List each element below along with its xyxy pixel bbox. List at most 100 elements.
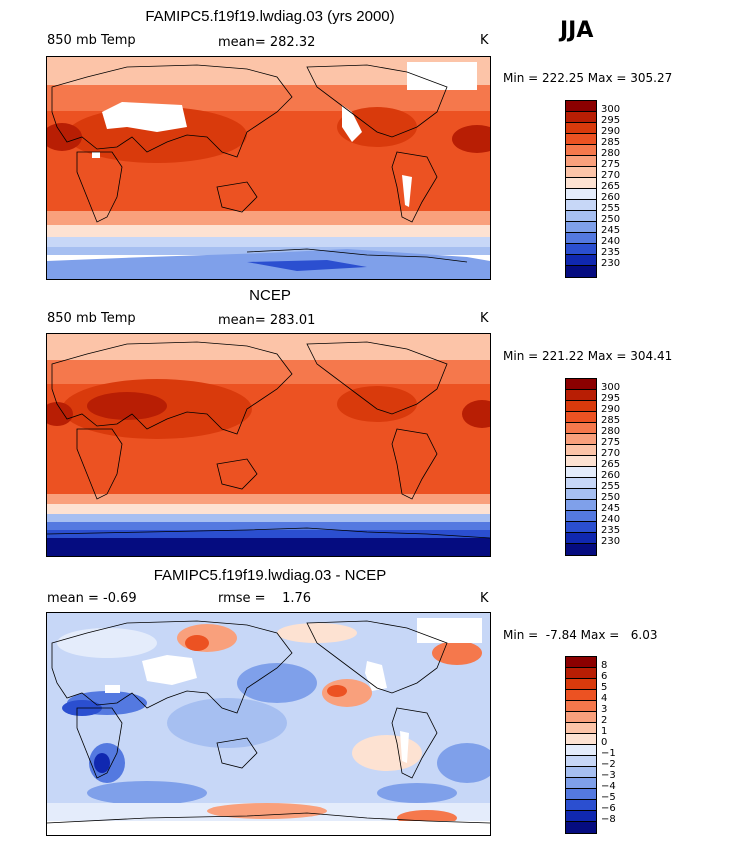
colorbar-label: −8 [601, 814, 616, 825]
colorbar-swatch [566, 412, 596, 423]
colorbar-swatch [566, 489, 596, 500]
colorbar-swatch [566, 101, 596, 112]
panel1-map [46, 56, 491, 280]
colorbar-swatch [566, 723, 596, 734]
colorbar-swatch [566, 167, 596, 178]
colorbar-swatch [566, 200, 596, 211]
colorbar-swatch [566, 233, 596, 244]
colorbar-swatch [566, 423, 596, 434]
panel2-minmax: Min = 221.22 Max = 304.41 [503, 349, 673, 363]
colorbar-label: 240 [601, 236, 621, 247]
colorbar-label: 270 [601, 170, 621, 181]
panel3-colorbar [565, 656, 597, 834]
colorbar-swatch [566, 701, 596, 712]
colorbar-label: 245 [601, 225, 621, 236]
panel3-units: K [480, 591, 489, 606]
colorbar-label: 255 [601, 481, 621, 492]
colorbar-label: 290 [601, 126, 621, 137]
colorbar-label: −2 [601, 759, 616, 770]
colorbar-swatch [566, 255, 596, 266]
panel2-field-label: 850 mb Temp [47, 311, 136, 326]
colorbar-label: 300 [601, 104, 621, 115]
colorbar-swatch [566, 712, 596, 723]
colorbar-swatch [566, 679, 596, 690]
colorbar-swatch [566, 222, 596, 233]
panel1-title: FAMIPC5.f19f19.lwdiag.03 (yrs 2000) [145, 8, 395, 25]
panel3-mean-label: mean = -0.69 [47, 591, 137, 606]
colorbar-label: 5 [601, 682, 608, 693]
panel3-map [46, 612, 491, 836]
season-label: JJA [560, 18, 594, 43]
colorbar-swatch [566, 778, 596, 789]
colorbar-swatch [566, 657, 596, 668]
panel1-units: K [480, 33, 489, 48]
colorbar-swatch [566, 544, 596, 555]
colorbar-label: 230 [601, 258, 621, 269]
colorbar-swatch [566, 811, 596, 822]
colorbar-swatch [566, 456, 596, 467]
colorbar-swatch [566, 123, 596, 134]
colorbar-label: 270 [601, 448, 621, 459]
panel1-mean-label: mean= 282.32 [218, 35, 316, 50]
colorbar-label: 290 [601, 404, 621, 415]
panel1-colorbar [565, 100, 597, 278]
colorbar-swatch [566, 467, 596, 478]
colorbar-label: 255 [601, 203, 621, 214]
colorbar-swatch [566, 244, 596, 255]
colorbar-swatch [566, 189, 596, 200]
panel2-title: NCEP [249, 287, 291, 304]
colorbar-swatch [566, 379, 596, 390]
colorbar-label: 275 [601, 159, 621, 170]
colorbar-label: 280 [601, 148, 621, 159]
colorbar-swatch [566, 145, 596, 156]
colorbar-label: 300 [601, 382, 621, 393]
colorbar-swatch [566, 390, 596, 401]
colorbar-label: 1 [601, 726, 608, 737]
colorbar-label: 8 [601, 660, 608, 671]
colorbar-swatch [566, 178, 596, 189]
colorbar-swatch [566, 478, 596, 489]
colorbar-label: −4 [601, 781, 616, 792]
colorbar-swatch [566, 266, 596, 277]
colorbar-swatch [566, 668, 596, 679]
colorbar-label: 3 [601, 704, 608, 715]
colorbar-label: −3 [601, 770, 616, 781]
colorbar-label: 260 [601, 470, 621, 481]
colorbar-label: 245 [601, 503, 621, 514]
colorbar-swatch [566, 533, 596, 544]
colorbar-label: 285 [601, 415, 621, 426]
colorbar-swatch [566, 800, 596, 811]
colorbar-swatch [566, 401, 596, 412]
colorbar-swatch [566, 511, 596, 522]
panel3-rmse-label: rmse = 1.76 [218, 591, 312, 606]
colorbar-label: 6 [601, 671, 608, 682]
colorbar-swatch [566, 211, 596, 222]
colorbar-label: 280 [601, 426, 621, 437]
colorbar-swatch [566, 756, 596, 767]
colorbar-label: 265 [601, 181, 621, 192]
colorbar-label: 295 [601, 393, 621, 404]
panel2-map [46, 333, 491, 557]
colorbar-label: −6 [601, 803, 616, 814]
colorbar-label: 250 [601, 492, 621, 503]
colorbar-swatch [566, 112, 596, 123]
colorbar-swatch [566, 767, 596, 778]
colorbar-label: 235 [601, 525, 621, 536]
colorbar-label: 235 [601, 247, 621, 258]
colorbar-swatch [566, 822, 596, 833]
colorbar-swatch [566, 156, 596, 167]
colorbar-swatch [566, 745, 596, 756]
colorbar-label: 2 [601, 715, 608, 726]
colorbar-label: −5 [601, 792, 616, 803]
colorbar-label: 285 [601, 137, 621, 148]
colorbar-label: 295 [601, 115, 621, 126]
colorbar-swatch [566, 434, 596, 445]
colorbar-label: 230 [601, 536, 621, 547]
panel1-field-label: 850 mb Temp [47, 33, 136, 48]
colorbar-label: 260 [601, 192, 621, 203]
panel2-colorbar [565, 378, 597, 556]
colorbar-label: 275 [601, 437, 621, 448]
colorbar-swatch [566, 445, 596, 456]
colorbar-label: 240 [601, 514, 621, 525]
colorbar-label: −1 [601, 748, 616, 759]
